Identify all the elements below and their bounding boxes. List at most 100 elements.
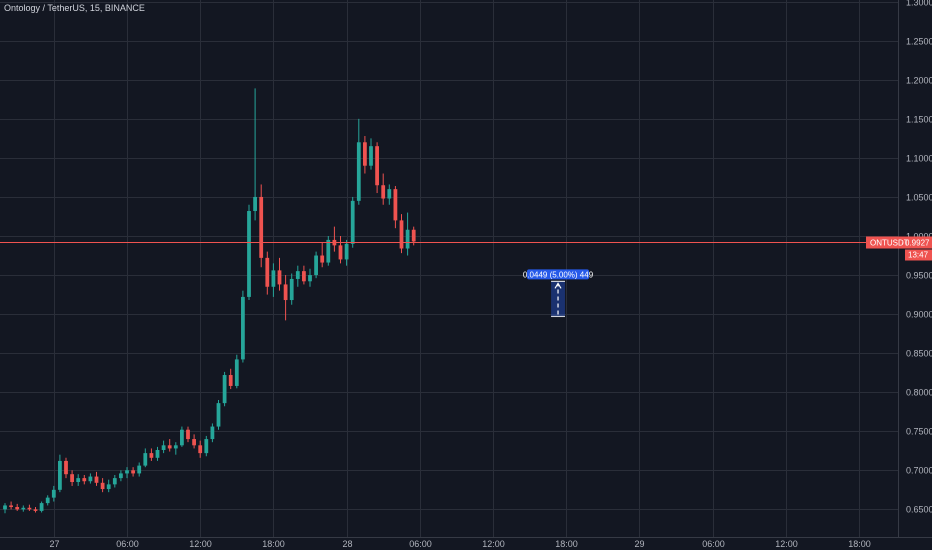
candle-down <box>131 467 135 477</box>
candle-body <box>295 271 300 279</box>
candle-body <box>33 509 38 511</box>
candle-body <box>192 439 196 446</box>
time-tick-label: 27 <box>49 539 59 549</box>
price-tick-label: 0.9000 <box>906 310 932 320</box>
time-tick-label: 12:00 <box>482 539 505 549</box>
candle-up <box>21 505 26 512</box>
price-tick-label: 0.7500 <box>906 427 932 437</box>
candle-up <box>112 474 117 488</box>
candle-body <box>149 453 154 458</box>
candle-up <box>51 485 56 502</box>
candle-body <box>381 185 386 199</box>
candle-up <box>314 251 318 279</box>
bar-countdown-label: 13:47 <box>908 251 929 260</box>
price-tick-label: 0.8000 <box>906 388 932 398</box>
candle-down <box>265 251 270 295</box>
candle-body <box>100 482 105 490</box>
candle-body <box>131 470 135 474</box>
price-tick-label: 1.1500 <box>906 115 932 125</box>
candle-body <box>125 470 129 474</box>
candle-down <box>149 448 154 461</box>
candle-down <box>302 265 306 285</box>
candle-body <box>3 505 7 510</box>
price-tick-label: 0.9500 <box>906 271 932 281</box>
candle-up <box>289 273 294 305</box>
candle-down <box>277 257 282 291</box>
candle-body <box>112 478 117 485</box>
candle-up <box>143 448 148 468</box>
candle-up <box>356 118 361 205</box>
candle-body <box>88 476 93 482</box>
candle-body <box>387 189 392 199</box>
time-tick-label: 06:00 <box>116 539 139 549</box>
candle-down <box>94 471 99 486</box>
candle-body <box>234 359 239 386</box>
candle-body <box>320 255 325 263</box>
candle-body <box>326 239 331 263</box>
current-price-label: 0.9927 <box>905 239 930 248</box>
candle-up <box>405 212 410 256</box>
price-tick-label: 0.7000 <box>906 466 932 476</box>
candle-body <box>399 220 404 249</box>
candle-up <box>271 263 276 297</box>
candle-down <box>82 474 87 485</box>
candle-body <box>198 445 203 454</box>
candle-up <box>344 239 349 266</box>
candle-body <box>241 296 245 360</box>
candle-down <box>9 501 13 510</box>
time-axis[interactable]: 27 06:00 12:00 18:00 28 06:00 12:00 18:00 29 06:0… <box>49 539 870 549</box>
candle-up <box>204 435 209 457</box>
candle-body <box>204 439 209 454</box>
candle-down <box>363 136 367 174</box>
candle-body <box>51 489 56 498</box>
candle-body <box>186 429 190 440</box>
candle-down <box>259 184 264 268</box>
symbol-price-tag[interactable] <box>866 236 932 249</box>
candle-down <box>27 504 32 511</box>
candle-body <box>283 284 288 301</box>
candle-body <box>180 429 184 446</box>
candle-up <box>295 265 300 287</box>
candle-down <box>283 275 288 321</box>
time-tick-label: 12:00 <box>189 539 212 549</box>
candle-body <box>271 270 276 287</box>
price-tick-label: 1.2000 <box>906 76 932 86</box>
chart-title: Ontology / TetherUS, 15, BINANCE <box>4 3 145 13</box>
candle-down <box>338 236 343 264</box>
time-tick-label: 18:00 <box>262 539 285 549</box>
current-price-line: ONTUSDT · 0.9927 13:47 <box>0 236 932 261</box>
candle-body <box>119 473 123 479</box>
candle-up <box>216 400 221 430</box>
candle-down <box>64 457 68 479</box>
candle-body <box>137 465 142 474</box>
candle-up <box>88 473 93 484</box>
candle-body <box>253 196 257 212</box>
candle-body <box>76 478 81 483</box>
candle-down <box>186 426 190 443</box>
candle-down <box>198 440 203 458</box>
candle-body <box>277 270 282 285</box>
candle-up <box>137 462 142 477</box>
candle-body <box>308 275 312 282</box>
candle-up <box>106 479 111 493</box>
price-range-measure[interactable]: 0.0449 (5.00%) 449 <box>523 269 594 318</box>
candle-down <box>167 439 172 452</box>
candle-up <box>58 454 62 493</box>
candle-body <box>265 257 270 287</box>
grid-lines <box>0 0 898 537</box>
price-tick-label: 1.2500 <box>906 37 932 47</box>
candle-up <box>326 236 331 266</box>
price-tick-label: 0.8500 <box>906 349 932 359</box>
candle-body <box>27 507 32 510</box>
candle-body <box>70 474 74 483</box>
candle-up <box>387 184 392 205</box>
symbol-label: ONTUSDT <box>870 239 909 248</box>
candle-body <box>64 460 68 475</box>
candle-body <box>302 271 306 282</box>
candle-body <box>167 445 172 449</box>
candle-body <box>338 245 343 260</box>
price-tick-label: 1.3000 <box>906 0 932 8</box>
candle-up <box>45 495 50 506</box>
time-tick-label: 06:00 <box>702 539 725 549</box>
